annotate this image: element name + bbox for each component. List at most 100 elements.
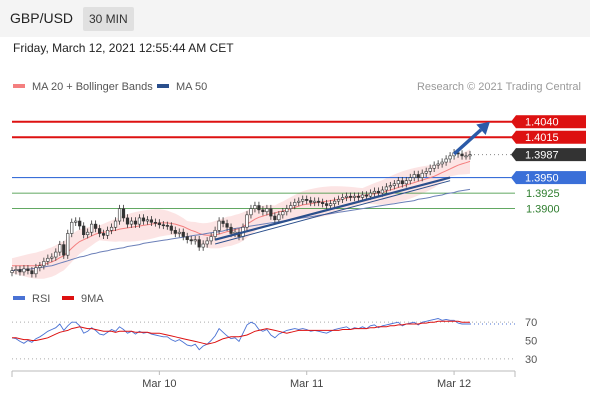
rsi-tick-70: 70 (525, 317, 537, 329)
candle-body (301, 199, 305, 202)
trendline (214, 180, 451, 245)
x-tick-label: Mar 12 (437, 378, 471, 390)
chart-header: GBP/USD 30 MIN (0, 0, 590, 37)
x-tick-label: Mar 10 (142, 378, 176, 390)
bollinger-band (12, 149, 470, 279)
candle-body (420, 172, 424, 178)
candle-body (432, 164, 436, 169)
candle-body (169, 225, 173, 231)
candle-body (408, 177, 412, 181)
candle-body (356, 195, 361, 198)
candle-body (78, 220, 82, 227)
candle-body (225, 223, 229, 228)
candle-body (70, 221, 74, 234)
candle-body (249, 208, 253, 216)
candle-body (368, 192, 373, 197)
candle-body (332, 200, 337, 204)
candle-body (388, 185, 392, 188)
candle-body (193, 239, 197, 242)
candle-body (396, 180, 400, 185)
candle-body (201, 243, 205, 248)
candle-body (161, 224, 165, 227)
candle-body (321, 202, 325, 204)
level-tag-arrow-1.4040 (511, 115, 516, 129)
candle-body (30, 270, 34, 275)
candle-body (137, 217, 142, 225)
candle-body (309, 200, 313, 203)
candle-body (392, 183, 396, 186)
candle-body (348, 195, 353, 198)
candle-body (133, 220, 138, 225)
candle-body (360, 194, 365, 198)
candle-body (197, 239, 201, 248)
candle-body (141, 217, 146, 222)
candle-body (42, 261, 46, 267)
candle-body (400, 180, 404, 185)
candle-body (66, 233, 70, 256)
candle-body (14, 269, 18, 271)
candle-body (117, 208, 122, 222)
legend-swatch-9ma (62, 296, 74, 300)
candle-body (277, 214, 281, 221)
candle-body (329, 203, 333, 206)
candle-body (26, 268, 30, 271)
level-tag-1.3987 (516, 148, 586, 162)
candle-body (58, 244, 62, 253)
candle-body (205, 240, 209, 245)
candle-body (376, 190, 381, 194)
candle-body (380, 189, 384, 194)
candle-body (34, 267, 38, 275)
projection-arrow-head (476, 121, 490, 135)
candle-body (54, 251, 58, 258)
candle-body (98, 228, 102, 234)
candle-body (121, 208, 126, 219)
candle-body (10, 270, 14, 273)
candle-body (18, 269, 22, 273)
legend-swatch-rsi (13, 296, 25, 300)
candle-body (297, 200, 301, 203)
candle-body (436, 163, 440, 166)
candle-body (340, 197, 345, 200)
level-tag-1.4015 (516, 130, 586, 144)
candle-body (62, 244, 66, 256)
candle-body (352, 195, 357, 198)
candle-body (149, 219, 153, 223)
candle-body (94, 223, 98, 229)
trendline (214, 176, 451, 241)
level-tag-1.3950 (516, 171, 586, 185)
candle-body (109, 226, 114, 231)
level-tag-1.4040 (516, 115, 586, 129)
candle-body (305, 199, 309, 201)
candle-body (293, 202, 297, 206)
candle-body (440, 161, 444, 165)
candle-body (125, 217, 130, 225)
level-label-1.3925: 1.3925 (526, 188, 560, 200)
candle-body (460, 153, 464, 157)
candle-body (464, 155, 468, 158)
legend-swatch-ma50 (157, 84, 169, 88)
candle-body (165, 225, 169, 227)
candle-body (213, 230, 217, 237)
candle-body (157, 222, 161, 226)
level-label-1.4040: 1.4040 (525, 117, 559, 129)
level-tag-arrow-1.3950 (511, 171, 516, 185)
candle-body (113, 220, 118, 228)
candle-body (145, 219, 150, 222)
candle-body (177, 231, 181, 234)
candle-body (468, 154, 472, 157)
candle-body (129, 220, 134, 225)
candle-body (336, 199, 341, 202)
level-tag-arrow-1.4015 (511, 130, 516, 144)
symbol-title: GBP/USD (10, 10, 74, 26)
candle-body (90, 223, 94, 233)
candle-body (412, 174, 416, 178)
candle-body (257, 205, 261, 211)
candle-body (289, 205, 293, 209)
candle-body (265, 208, 269, 213)
level-label-1.3987: 1.3987 (525, 150, 559, 162)
candle-body (74, 220, 78, 223)
timeframe-button[interactable]: 30 MIN (83, 7, 134, 31)
candle-body (269, 208, 273, 217)
candle-body (424, 171, 428, 174)
rsi-tick-30: 30 (525, 354, 537, 366)
